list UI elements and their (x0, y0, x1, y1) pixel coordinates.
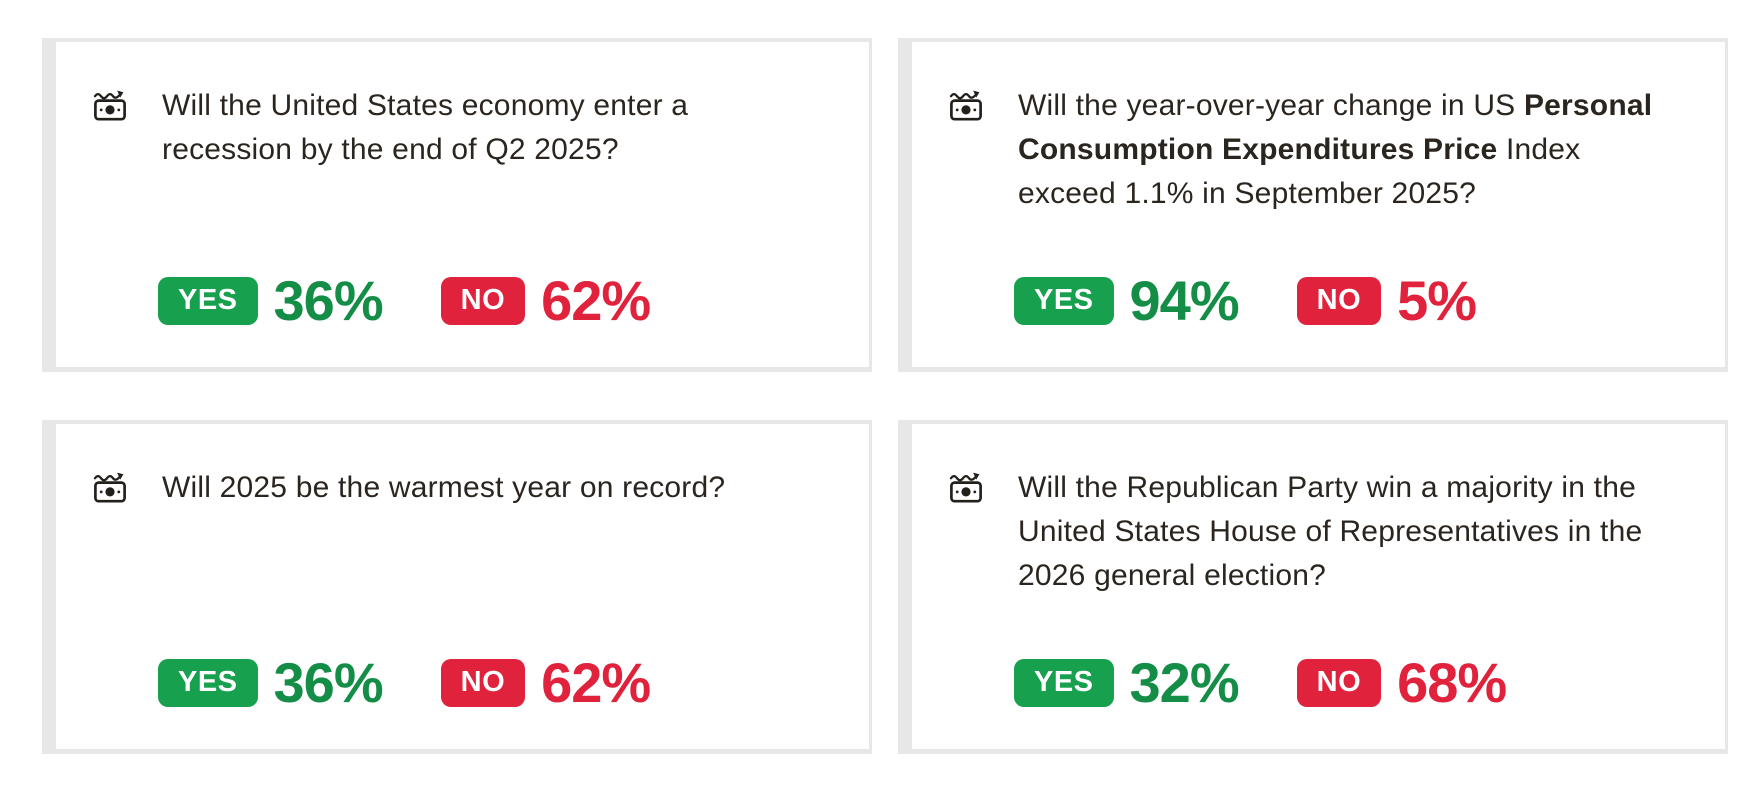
question-text: Will the year-over-year change in US Per… (1018, 84, 1658, 216)
yes-percentage: 32% (1129, 651, 1240, 714)
yes-badge[interactable]: YES (158, 659, 258, 707)
money-trend-icon (948, 87, 984, 123)
question-text: Will the Republican Party win a majority… (1018, 466, 1658, 598)
prediction-card[interactable]: Will the Republican Party win a majority… (898, 420, 1728, 754)
money-trend-icon (948, 469, 984, 505)
question-text: Will 2025 be the warmest year on record? (162, 466, 725, 510)
yes-percentage: 36% (273, 269, 384, 332)
question-text: Will the United States economy enter a r… (162, 84, 802, 172)
yes-badge[interactable]: YES (158, 277, 258, 325)
yes-percentage: 94% (1129, 269, 1240, 332)
money-trend-icon (92, 87, 128, 123)
no-percentage: 62% (541, 651, 651, 714)
no-outcome: NO 5% (1296, 269, 1477, 332)
prediction-card[interactable]: Will the year-over-year change in US Per… (898, 38, 1728, 372)
yes-outcome: YES 32% (1014, 651, 1240, 714)
outcomes-row: YES 36% NO 62% (158, 273, 821, 329)
card-header: Will the Republican Party win a majority… (948, 466, 1677, 598)
no-percentage: 68% (1397, 651, 1507, 714)
no-badge[interactable]: NO (1296, 659, 1382, 707)
yes-outcome: YES 94% (1014, 269, 1240, 332)
no-badge[interactable]: NO (440, 659, 526, 707)
card-header: Will the year-over-year change in US Per… (948, 84, 1677, 216)
yes-percentage: 36% (273, 651, 384, 714)
outcomes-row: YES 94% NO 5% (1014, 273, 1677, 329)
no-outcome: NO 62% (440, 651, 651, 714)
outcomes-row: YES 36% NO 62% (158, 655, 821, 711)
prediction-card[interactable]: Will 2025 be the warmest year on record?… (42, 420, 872, 754)
money-trend-icon (92, 469, 128, 505)
question-segment: Index exceed 1.1% in September 2025? (1018, 133, 1581, 210)
question-segment: Will the year-over-year change in US (1018, 89, 1524, 122)
yes-outcome: YES 36% (158, 269, 384, 332)
no-outcome: NO 68% (1296, 651, 1507, 714)
no-percentage: 62% (541, 269, 651, 332)
card-header: Will 2025 be the warmest year on record? (92, 466, 821, 510)
prediction-card[interactable]: Will the United States economy enter a r… (42, 38, 872, 372)
card-header: Will the United States economy enter a r… (92, 84, 821, 172)
outcomes-row: YES 32% NO 68% (1014, 655, 1677, 711)
yes-outcome: YES 36% (158, 651, 384, 714)
question-segment: Will the United States economy enter a r… (162, 89, 689, 166)
question-segment: Will the Republican Party win a majority… (1018, 471, 1643, 592)
no-badge[interactable]: NO (440, 277, 526, 325)
no-outcome: NO 62% (440, 269, 651, 332)
yes-badge[interactable]: YES (1014, 277, 1114, 325)
no-percentage: 5% (1397, 269, 1477, 332)
question-segment: Will 2025 be the warmest year on record? (162, 471, 726, 504)
question-segment: Personal Consumption Expenditures Price (1018, 89, 1653, 166)
no-badge[interactable]: NO (1296, 277, 1382, 325)
yes-badge[interactable]: YES (1014, 659, 1114, 707)
prediction-cards-grid: Will the United States economy enter a r… (42, 38, 1728, 754)
